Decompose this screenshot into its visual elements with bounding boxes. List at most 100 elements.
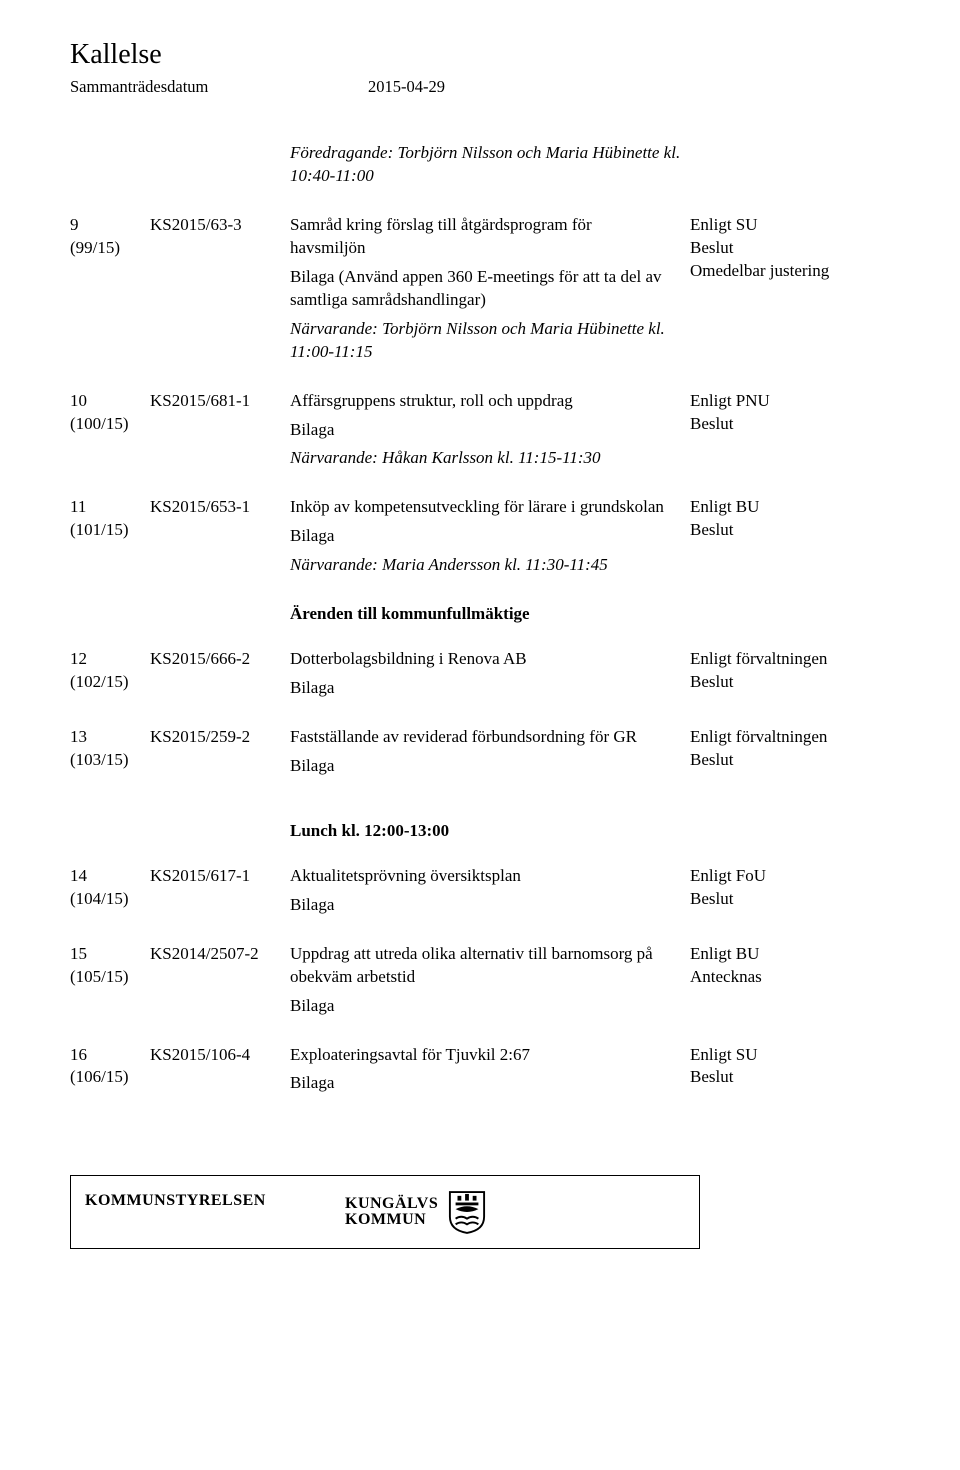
agenda-presenter: Närvarande: Torbjörn Nilsson och Maria H… [290, 318, 668, 364]
agenda-row: 11(101/15)KS2015/653-1Inköp av kompetens… [70, 496, 912, 577]
agenda-description: Dotterbolagsbildning i Renova AB Bilaga [290, 648, 690, 700]
agenda-desc-extra: Bilaga (Använd appen 360 E-meetings för … [290, 266, 668, 312]
agenda-reference: KS2015/63-3 [150, 214, 290, 237]
agenda-description: Exploateringsavtal för Tjuvkil 2:67 Bilag… [290, 1044, 690, 1096]
agenda-desc-extra: Bilaga [290, 525, 668, 548]
agenda-num-main: 9 [70, 214, 150, 237]
agenda-num-paren: (105/15) [70, 966, 150, 989]
agenda-decision-line: Antecknas [690, 966, 912, 989]
agenda-row: 10(100/15)KS2015/681-1Affärsgruppens str… [70, 390, 912, 471]
footer-left-text: KOMMUNSTYRELSEN [85, 1190, 345, 1212]
agenda-num-paren: (106/15) [70, 1066, 150, 1089]
agenda-decision: Enligt förvaltningenBeslut [690, 726, 912, 772]
agenda-desc-extra: Bilaga [290, 677, 668, 700]
agenda-decision-line: Omedelbar justering [690, 260, 912, 283]
agenda-row: 16(106/15)KS2015/106-4Exploateringsavtal… [70, 1044, 912, 1096]
agenda-reference: KS2015/259-2 [150, 726, 290, 749]
agenda-decision-line: Enligt SU [690, 1044, 912, 1067]
footer-logo-text: KUNGÄLVS KOMMUN [345, 1196, 438, 1230]
agenda-description: Fastställande av reviderad förbundsordni… [290, 726, 690, 778]
agenda-desc-title: Affärsgruppens struktur, roll och uppdra… [290, 390, 668, 413]
agenda-decision-line: Beslut [690, 413, 912, 436]
footer-logo: KUNGÄLVS KOMMUN [345, 1190, 486, 1234]
agenda-num-paren: (103/15) [70, 749, 150, 772]
agenda-decision-line: Enligt förvaltningen [690, 726, 912, 749]
agenda-description: Inköp av kompetensutveckling för lärare … [290, 496, 690, 577]
agenda-decision: Enligt SUBeslutOmedelbar justering [690, 214, 912, 283]
agenda-num-main: 13 [70, 726, 150, 749]
agenda-decision-line: Enligt förvaltningen [690, 648, 912, 671]
agenda-reference: KS2014/2507-2 [150, 943, 290, 966]
agenda-num-main: 15 [70, 943, 150, 966]
document-title: Kallelse [70, 36, 912, 74]
footer-logo-line2: KOMMUN [345, 1211, 426, 1228]
agenda-presenter: Närvarande: Maria Andersson kl. 11:30-11… [290, 554, 668, 577]
agenda-reference: KS2015/653-1 [150, 496, 290, 519]
agenda-description: Affärsgruppens struktur, roll och uppdra… [290, 390, 690, 471]
agenda-row: 12(102/15)KS2015/666-2Dotterbolagsbildni… [70, 648, 912, 700]
subhead-row: Sammanträdesdatum 2015-04-29 [70, 76, 912, 98]
agenda-presenter: Närvarande: Håkan Karlsson kl. 11:15-11:… [290, 447, 668, 470]
agenda-num-paren: (101/15) [70, 519, 150, 542]
agenda-row: 15(105/15)KS2014/2507-2Uppdrag att utred… [70, 943, 912, 1018]
section-heading-lunch: Lunch kl. 12:00-13:00 [290, 820, 912, 843]
agenda-num-paren: (102/15) [70, 671, 150, 694]
intro-presenter: Föredragande: Torbjörn Nilsson och Maria… [290, 142, 690, 188]
agenda-desc-title: Inköp av kompetensutveckling för lärare … [290, 496, 668, 519]
agenda-description: Samråd kring förslag till åtgärdsprogram… [290, 214, 690, 364]
agenda-num-main: 16 [70, 1044, 150, 1067]
footer-box: KOMMUNSTYRELSEN KUNGÄLVS KOMMUN [70, 1175, 700, 1249]
agenda-number: 10(100/15) [70, 390, 150, 436]
agenda-decision-line: Enligt FoU [690, 865, 912, 888]
agenda-desc-title: Fastställande av reviderad förbundsordni… [290, 726, 668, 749]
footer-logo-line1: KUNGÄLVS [345, 1195, 438, 1212]
agenda-decision-line: Enligt SU [690, 214, 912, 237]
agenda-num-main: 11 [70, 496, 150, 519]
agenda-number: 15(105/15) [70, 943, 150, 989]
agenda-desc-title: Aktualitetsprövning översiktsplan [290, 865, 668, 888]
agenda-decision: Enligt förvaltningenBeslut [690, 648, 912, 694]
agenda-row: 13(103/15)KS2015/259-2Fastställande av r… [70, 726, 912, 778]
agenda-desc-title: Exploateringsavtal för Tjuvkil 2:67 [290, 1044, 668, 1067]
agenda-decision: Enligt BUAntecknas [690, 943, 912, 989]
agenda-num-main: 14 [70, 865, 150, 888]
agenda-reference: KS2015/681-1 [150, 390, 290, 413]
agenda-decision: Enligt SUBeslut [690, 1044, 912, 1090]
agenda-description: Aktualitetsprövning översiktsplan Bilaga [290, 865, 690, 917]
agenda-row: 14(104/15)KS2015/617-1Aktualitetsprövnin… [70, 865, 912, 917]
agenda-decision-line: Beslut [690, 671, 912, 694]
agenda-reference: KS2015/106-4 [150, 1044, 290, 1067]
agenda-decision-line: Beslut [690, 749, 912, 772]
section-heading-kf: Ärenden till kommunfullmäktige [290, 603, 912, 626]
agenda-row: 9(99/15)KS2015/63-3Samråd kring förslag … [70, 214, 912, 364]
agenda-number: 9(99/15) [70, 214, 150, 260]
agenda-num-paren: (104/15) [70, 888, 150, 911]
agenda-decision: Enligt PNUBeslut [690, 390, 912, 436]
agenda-reference: KS2015/666-2 [150, 648, 290, 671]
agenda-number: 13(103/15) [70, 726, 150, 772]
agenda-number: 16(106/15) [70, 1044, 150, 1090]
agenda-desc-extra: Bilaga [290, 1072, 668, 1095]
agenda-num-paren: (99/15) [70, 237, 150, 260]
agenda-reference: KS2015/617-1 [150, 865, 290, 888]
agenda-num-paren: (100/15) [70, 413, 150, 436]
agenda-decision-line: Enligt BU [690, 943, 912, 966]
agenda-desc-title: Samråd kring förslag till åtgärdsprogram… [290, 214, 668, 260]
agenda-decision-line: Beslut [690, 888, 912, 911]
agenda-desc-extra: Bilaga [290, 419, 668, 442]
agenda-desc-extra: Bilaga [290, 995, 668, 1018]
agenda-number: 12(102/15) [70, 648, 150, 694]
agenda-num-main: 12 [70, 648, 150, 671]
agenda-number: 14(104/15) [70, 865, 150, 911]
agenda-desc-extra: Bilaga [290, 755, 668, 778]
agenda-desc-title: Uppdrag att utreda olika alternativ till… [290, 943, 668, 989]
agenda-decision: Enligt BUBeslut [690, 496, 912, 542]
agenda-num-main: 10 [70, 390, 150, 413]
subhead-label: Sammanträdesdatum [70, 76, 368, 98]
agenda-desc-title: Dotterbolagsbildning i Renova AB [290, 648, 668, 671]
agenda-desc-extra: Bilaga [290, 894, 668, 917]
agenda-decision: Enligt FoUBeslut [690, 865, 912, 911]
agenda-number: 11(101/15) [70, 496, 150, 542]
agenda-decision-line: Beslut [690, 237, 912, 260]
agenda-decision-line: Beslut [690, 519, 912, 542]
